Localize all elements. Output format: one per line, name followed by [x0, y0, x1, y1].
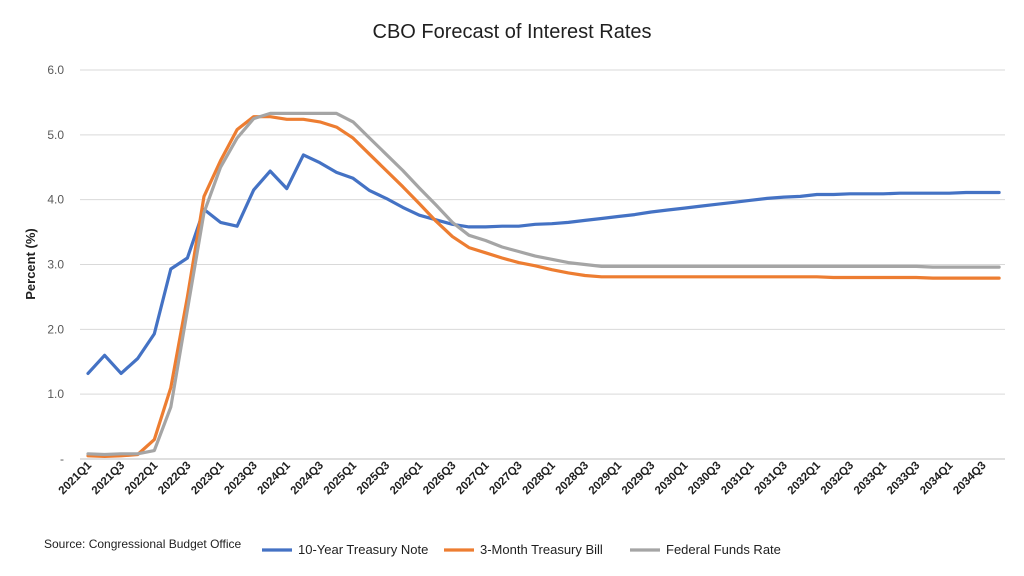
x-tick-label: 2027Q3 — [487, 460, 524, 497]
x-tick-label: 2023Q3 — [222, 460, 259, 497]
legend-label: 3-Month Treasury Bill — [480, 542, 603, 557]
series-lines — [86, 111, 1001, 458]
x-tick-label: 2029Q1 — [587, 459, 625, 497]
x-tick-label: 2033Q3 — [885, 460, 922, 497]
legend: 10-Year Treasury Note 3-Month Treasury Bi… — [262, 542, 781, 557]
x-tick-label: 2026Q1 — [388, 459, 426, 497]
gridlines — [80, 69, 1005, 460]
x-tick-label: 2031Q3 — [752, 460, 789, 497]
legend-label: Federal Funds Rate — [666, 542, 781, 557]
x-tick-label: 2024Q3 — [289, 460, 326, 497]
x-axis-ticks: 2021Q12021Q32022Q12022Q32023Q12023Q32024… — [57, 459, 989, 497]
x-tick-label: 2023Q1 — [189, 459, 227, 497]
y-tick-label: 1.0 — [47, 387, 64, 401]
x-tick-label: 2025Q3 — [355, 460, 392, 497]
y-tick-label: 5.0 — [47, 128, 64, 142]
x-tick-label: 2025Q1 — [322, 459, 360, 497]
x-tick-label: 2021Q3 — [90, 460, 127, 497]
x-tick-label: 2033Q1 — [852, 459, 890, 497]
x-tick-label: 2030Q3 — [686, 460, 723, 497]
legend-label: 10-Year Treasury Note — [298, 542, 428, 557]
x-tick-label: 2030Q1 — [653, 459, 691, 497]
x-tick-label: 2032Q1 — [786, 459, 824, 497]
x-tick-label: 2032Q3 — [819, 460, 856, 497]
x-tick-label: 2027Q1 — [454, 459, 492, 497]
series-line-2 — [86, 111, 1001, 457]
series-line-0 — [86, 153, 1001, 375]
y-tick-label: 2.0 — [47, 322, 64, 336]
x-tick-label: 2031Q1 — [719, 459, 757, 497]
y-axis-ticks: - 1.0 2.0 3.0 4.0 5.0 6.0 — [47, 63, 64, 466]
y-axis-label: Percent (%) — [23, 228, 38, 300]
x-tick-label: 2026Q3 — [421, 460, 458, 497]
x-tick-label: 2034Q1 — [918, 459, 956, 497]
chart-title: CBO Forecast of Interest Rates — [373, 21, 652, 43]
x-tick-label: 2022Q1 — [123, 459, 161, 497]
series-line-1 — [86, 115, 1001, 458]
x-tick-label: 2028Q1 — [521, 459, 559, 497]
x-tick-label: 2022Q3 — [156, 460, 193, 497]
x-tick-label: 2034Q3 — [951, 460, 988, 497]
y-tick-label: 4.0 — [47, 193, 64, 207]
x-tick-label: 2029Q3 — [620, 460, 657, 497]
x-tick-label: 2024Q1 — [255, 459, 293, 497]
source-note: Source: Congressional Budget Office — [44, 537, 242, 551]
y-tick-label: - — [60, 452, 64, 466]
x-tick-label: 2028Q3 — [554, 460, 591, 497]
y-tick-label: 3.0 — [47, 258, 64, 272]
y-tick-label: 6.0 — [47, 63, 64, 77]
